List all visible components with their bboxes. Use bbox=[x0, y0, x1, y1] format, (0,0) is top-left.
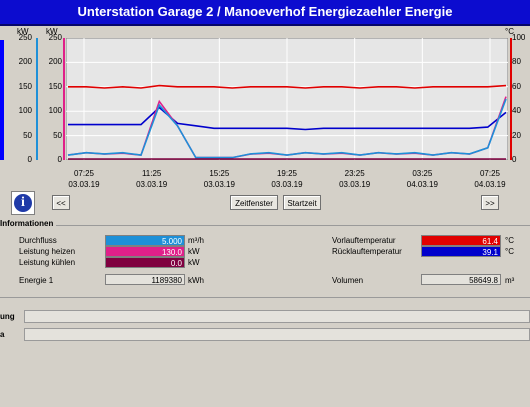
trend-chart[interactable] bbox=[66, 38, 508, 160]
series-line-vorlauftemperatur bbox=[68, 84, 507, 89]
volumen-label: Volumen bbox=[332, 276, 364, 285]
time-axis-time: 07:25 bbox=[479, 169, 501, 178]
time-axis-label: 15:25 03.03.19 bbox=[189, 168, 249, 190]
leistung-heizen-label: Leistung heizen bbox=[19, 247, 76, 256]
energie-unit: kWh bbox=[188, 276, 204, 285]
axis-tick-label: 100 bbox=[18, 106, 32, 116]
zeitfenster-button[interactable]: Zeitfenster bbox=[230, 195, 278, 210]
axis-tick-label: 200 bbox=[48, 57, 62, 67]
time-axis-time: 23:25 bbox=[344, 169, 365, 178]
vorlauf-value: 61.4 bbox=[421, 235, 501, 246]
time-axis-date: 03.03.19 bbox=[68, 180, 100, 189]
ruecklauf-label: Rücklauftemperatur bbox=[332, 247, 402, 256]
info-icon: i bbox=[14, 194, 32, 212]
flow-axis-strip bbox=[0, 40, 4, 160]
startzeit-button[interactable]: Startzeit bbox=[283, 195, 321, 210]
axis-tick-label: 200 bbox=[18, 57, 32, 67]
series-line-durchfluss bbox=[67, 98, 507, 159]
time-axis-time: 03:25 bbox=[412, 169, 433, 178]
axis-tick-label: 100 bbox=[512, 33, 526, 42]
bottom-row2-label: a bbox=[0, 330, 5, 339]
energie-value: 1189380 bbox=[105, 274, 185, 285]
volumen-unit: m³ bbox=[505, 276, 515, 285]
axis-tick-label: 100 bbox=[48, 106, 62, 116]
bottom-row1-label: ung bbox=[0, 312, 15, 321]
axis-tick-label: 80 bbox=[512, 57, 521, 67]
window-title: Unterstation Garage 2 / Manoeverhof Ener… bbox=[0, 0, 530, 26]
axis-tick-label: 20 bbox=[512, 130, 521, 140]
time-axis-date: 03.03.19 bbox=[271, 180, 303, 189]
time-axis-label: 03:25 04.03.19 bbox=[392, 168, 452, 190]
axis-line bbox=[36, 38, 38, 160]
left1-unit: kW bbox=[17, 27, 29, 36]
time-axis-label: 07:25 03.03.19 bbox=[54, 168, 114, 190]
time-axis-time: 11:25 bbox=[141, 169, 162, 178]
info-group-border bbox=[0, 225, 530, 226]
axis-line bbox=[510, 38, 512, 160]
series-line-r-cklauftemperatur bbox=[68, 106, 507, 131]
axis-tick-label: 40 bbox=[512, 106, 521, 116]
leistung-heizen-value: 130.0 bbox=[105, 246, 185, 257]
vorlauf-unit: °C bbox=[505, 236, 514, 245]
prev-button[interactable]: << bbox=[52, 195, 70, 210]
axis-tick-label: 250 bbox=[18, 33, 32, 42]
durchfluss-value: 5.000 bbox=[105, 235, 185, 246]
axis-tick-label: 150 bbox=[48, 81, 62, 91]
axis-tick-label: 0 bbox=[27, 155, 32, 164]
durchfluss-unit: m³/h bbox=[188, 236, 204, 245]
leistung-kuehlen-value: 0.0 bbox=[105, 257, 185, 268]
time-axis-label: 07:25 04.03.19 bbox=[460, 168, 520, 190]
axis-tick-label: 150 bbox=[18, 81, 32, 91]
time-axis-date: 03.03.19 bbox=[339, 180, 371, 189]
axis-tick-label: 50 bbox=[23, 130, 32, 140]
next-button[interactable]: >> bbox=[481, 195, 499, 210]
ruecklauf-unit: °C bbox=[505, 247, 514, 256]
left2-unit: kW bbox=[46, 27, 58, 36]
vorlauf-label: Vorlauftemperatur bbox=[332, 236, 396, 245]
axis-tick-label: 0 bbox=[57, 155, 62, 164]
bottom-row1-field bbox=[24, 310, 530, 323]
leistung-heizen-unit: kW bbox=[188, 247, 200, 256]
axis-tick-label: 0 bbox=[512, 155, 517, 164]
leistung-kuehlen-label: Leistung kühlen bbox=[19, 258, 76, 267]
axis-tick-label: 250 bbox=[48, 33, 62, 42]
time-axis-label: 23:25 03.03.19 bbox=[325, 168, 385, 190]
info-group-bottom bbox=[0, 297, 530, 298]
axis-tick-label: 60 bbox=[512, 81, 521, 91]
time-axis-date: 03.03.19 bbox=[203, 180, 235, 189]
time-axis-date: 03.03.19 bbox=[136, 180, 168, 189]
time-axis-time: 15:25 bbox=[209, 169, 230, 178]
ruecklauf-value: 39.1 bbox=[421, 246, 501, 257]
time-axis-time: 19:25 bbox=[276, 169, 298, 178]
energie-label: Energie 1 bbox=[19, 276, 54, 285]
leistung-kuehlen-unit: kW bbox=[188, 258, 200, 267]
time-axis-label: 19:25 03.03.19 bbox=[257, 168, 317, 190]
info-button[interactable]: i bbox=[11, 191, 35, 215]
axis-line bbox=[63, 38, 65, 160]
bottom-row2-field bbox=[24, 328, 530, 341]
durchfluss-label: Durchfluss bbox=[19, 236, 57, 245]
axis-tick-label: 50 bbox=[53, 130, 62, 140]
time-axis-date: 04.03.19 bbox=[474, 180, 506, 189]
volumen-value: 58649.8 bbox=[421, 274, 501, 285]
right2-unit: °C bbox=[505, 27, 514, 36]
time-axis-time: 07:25 bbox=[73, 169, 95, 178]
time-axis-label: 11:25 03.03.19 bbox=[122, 168, 182, 190]
time-axis-date: 04.03.19 bbox=[406, 180, 438, 189]
info-group-title: Informationen bbox=[0, 219, 57, 228]
